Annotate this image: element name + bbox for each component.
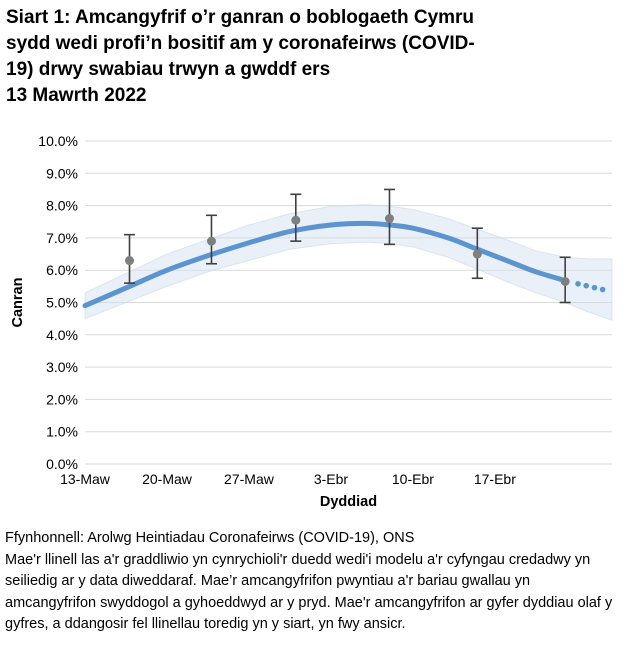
x-tick-label: 3-Ebr <box>314 471 349 487</box>
trend-dotted-segment-dot <box>575 280 581 287</box>
point-estimate-marker <box>125 256 135 266</box>
credible-interval-band <box>84 204 613 321</box>
y-tick-label: 4.0% <box>46 327 78 343</box>
source-text: Ffynhonnell: Arolwg Heintiadau Coronafei… <box>5 530 415 546</box>
x-tick-label: 17-Ebr <box>474 471 516 487</box>
y-tick-label: 1.0% <box>46 424 78 440</box>
x-tick-label: 13-Maw <box>60 471 111 487</box>
trend-dotted-segment-dot <box>591 284 598 291</box>
y-tick-label: 6.0% <box>46 262 78 278</box>
point-estimate-marker <box>384 214 394 224</box>
chart-title-line-3: 19) drwy swabiau trwyn a gwddf ers <box>6 59 331 80</box>
y-tick-label: 8.0% <box>46 198 78 214</box>
trend-dotted-segment-dot <box>583 282 590 289</box>
y-tick-label: 2.0% <box>46 391 78 407</box>
point-estimate-marker <box>206 236 216 246</box>
trend-dotted-segment-dot <box>599 286 606 293</box>
x-tick-label: 27-Maw <box>224 471 275 487</box>
chart-title: Siart 1: Amcangyfrif o’r ganran o boblog… <box>6 5 623 109</box>
y-tick-label: 0.0% <box>46 456 78 472</box>
x-tick-label: 10-Ebr <box>392 471 434 487</box>
point-estimate-marker <box>472 249 482 259</box>
x-axis-title: Dyddiad <box>320 494 377 510</box>
point-estimate-marker <box>291 215 301 225</box>
point-estimate-marker <box>560 277 570 287</box>
y-axis-title: Canran <box>10 278 26 328</box>
y-tick-label: 5.0% <box>46 295 78 311</box>
chart-title-line-4: 13 Mawrth 2022 <box>6 85 147 106</box>
chart-title-line-2: sydd wedi profi’n bositif am y coronafei… <box>6 33 475 54</box>
y-tick-label: 10.0% <box>38 133 78 149</box>
modelled-trend-line <box>82 220 568 309</box>
x-tick-label: 20-Maw <box>142 471 193 487</box>
y-tick-label: 3.0% <box>46 359 78 375</box>
y-tick-label: 9.0% <box>46 165 78 181</box>
y-tick-label: 7.0% <box>46 230 78 246</box>
note-text: Mae'r llinell las a'r graddliwio yn cynr… <box>5 551 613 633</box>
chart-title-line-1: Siart 1: Amcangyfrif o’r ganran o boblog… <box>6 7 475 28</box>
chart-footnote: Ffynhonnell: Arolwg Heintiadau Coronafei… <box>5 528 621 636</box>
